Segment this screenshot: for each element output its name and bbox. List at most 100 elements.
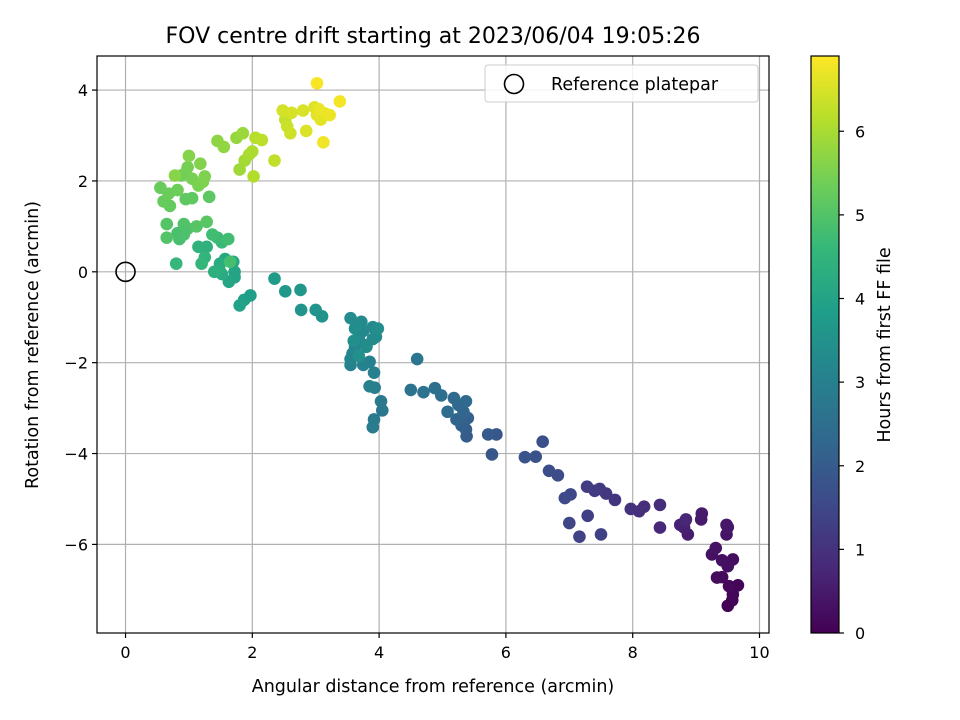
legend-marker-icon (503, 73, 525, 95)
plot-frame (96, 55, 770, 634)
data-point (190, 220, 203, 233)
data-point (323, 108, 336, 122)
legend-label: Reference platepar (551, 75, 719, 95)
colorbar-ticks: 0 1 2 3 4 5 6 (839, 122, 865, 643)
x-tick-label: 6 (501, 643, 511, 662)
data-point (246, 145, 259, 158)
data-point (177, 217, 191, 231)
x-tick-label: 4 (374, 643, 384, 662)
data-point (459, 394, 473, 408)
data-point (160, 217, 174, 231)
data-point (485, 448, 499, 461)
data-point (268, 272, 281, 285)
x-tick-label: 10 (749, 643, 769, 662)
colorbar-tick-label: 5 (855, 206, 865, 225)
y-axis-label: Rotation from reference (arcmin) (23, 201, 43, 489)
y-axis-ticks: −6 −4 −2 0 2 4 (64, 81, 97, 554)
grid-lines (97, 56, 769, 633)
data-point (481, 428, 495, 441)
data-point (206, 228, 219, 241)
data-point (722, 579, 736, 593)
data-point (285, 106, 298, 120)
x-axis-label: Angular distance from reference (arcmin) (252, 677, 615, 697)
data-point (181, 161, 194, 174)
x-tick-label: 8 (628, 643, 638, 662)
data-point (317, 136, 330, 149)
data-point (268, 154, 281, 167)
data-point (580, 480, 594, 494)
data-point (536, 435, 549, 449)
data-point (195, 257, 208, 270)
data-point (371, 322, 385, 335)
data-point (608, 493, 622, 507)
data-point (202, 190, 216, 204)
data-point (310, 76, 324, 90)
data-point (529, 450, 543, 464)
data-point (192, 240, 205, 254)
colorbar (810, 55, 840, 634)
data-point (573, 530, 586, 543)
colorbar-tick-label: 0 (855, 624, 865, 643)
data-point (182, 149, 196, 163)
data-point (299, 124, 313, 138)
data-point (410, 352, 424, 366)
data-point (715, 554, 729, 567)
data-point (278, 285, 292, 298)
colorbar-tick-label: 2 (855, 457, 865, 476)
data-point (194, 157, 207, 170)
colorbar-label: Hours from first FF file (875, 247, 895, 442)
data-point (160, 231, 174, 245)
data-point (366, 420, 380, 434)
data-point (441, 405, 454, 419)
data-point (255, 133, 269, 147)
data-point (695, 507, 709, 520)
data-point (284, 126, 297, 140)
data-point (518, 450, 532, 464)
data-point (581, 509, 594, 523)
data-point (709, 541, 723, 555)
data-point (294, 283, 307, 297)
data-point (223, 255, 237, 269)
data-point (198, 170, 212, 183)
data-point (217, 140, 231, 154)
y-tick-label: −4 (64, 445, 88, 464)
data-point (168, 169, 182, 182)
x-axis-ticks: 0 2 4 6 8 10 (120, 633, 770, 662)
chart-title: FOV centre drift starting at 2023/06/04 … (166, 24, 701, 49)
data-point (404, 383, 418, 397)
data-point (221, 232, 235, 246)
data-point (207, 265, 221, 279)
data-point (558, 491, 572, 505)
data-point (374, 394, 388, 408)
data-point (233, 299, 246, 312)
data-point (363, 379, 376, 393)
x-tick-label: 0 (120, 643, 130, 662)
data-point (653, 498, 667, 512)
colorbar-tick-label: 1 (855, 540, 865, 559)
data-point (200, 215, 213, 229)
data-point (296, 104, 310, 117)
data-point (309, 303, 323, 317)
data-point (542, 464, 556, 478)
data-point (171, 183, 184, 197)
data-point (236, 126, 250, 140)
data-point (169, 257, 183, 270)
data-point (447, 391, 461, 405)
y-tick-label: 4 (78, 81, 88, 100)
data-point (333, 95, 347, 108)
data-point (294, 303, 308, 317)
data-point (417, 385, 430, 399)
data-point (679, 513, 693, 526)
data-points (154, 76, 745, 613)
data-point (367, 366, 381, 379)
data-point (710, 571, 724, 584)
data-point (179, 192, 193, 206)
colorbar-tick-label: 6 (855, 122, 865, 141)
data-point (344, 311, 357, 325)
data-point (594, 528, 608, 541)
y-tick-label: −2 (64, 354, 88, 373)
data-point (347, 334, 361, 348)
data-point (348, 322, 362, 335)
data-point (624, 502, 638, 516)
